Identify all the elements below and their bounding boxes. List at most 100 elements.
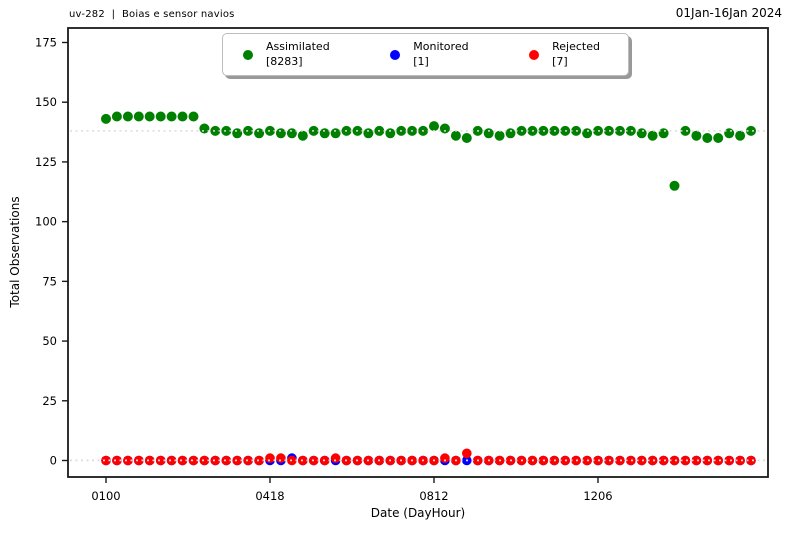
data-point — [144, 111, 155, 122]
y-tick-label: 125 — [35, 155, 57, 169]
data-point — [155, 111, 166, 122]
data-point — [177, 455, 188, 466]
x-tick-label: 0418 — [255, 489, 284, 503]
data-point — [385, 128, 396, 139]
y-tick-label: 100 — [35, 215, 57, 229]
data-point — [440, 453, 450, 463]
data-point — [188, 111, 199, 122]
rejected-marker-icon — [529, 49, 540, 60]
data-point — [330, 128, 341, 139]
data-point — [122, 111, 133, 122]
data-point — [166, 111, 177, 122]
data-point — [319, 128, 330, 139]
data-point — [582, 128, 593, 139]
data-point — [450, 130, 461, 141]
data-point — [746, 455, 756, 466]
data-point — [614, 125, 625, 136]
data-point — [713, 133, 724, 143]
data-point — [483, 128, 494, 139]
data-point — [199, 123, 210, 134]
legend-label-assimilated: Assimilated — [266, 40, 330, 54]
legend-label-monitored: Monitored — [413, 40, 469, 54]
data-point — [647, 455, 658, 466]
data-point — [221, 125, 232, 136]
data-point — [669, 455, 680, 466]
data-point — [625, 125, 636, 136]
legend-item-rejected: Rejected [7] — [529, 40, 600, 69]
monitored-points — [101, 453, 756, 466]
legend-item-monitored: Monitored [1] — [390, 40, 469, 69]
rejected-points — [101, 448, 756, 466]
data-point — [286, 128, 297, 139]
data-point — [232, 455, 242, 466]
data-point — [724, 455, 734, 466]
legend-count-monitored: [1] — [413, 54, 429, 68]
data-point — [275, 128, 286, 139]
y-tick-label: 50 — [42, 334, 57, 348]
data-point — [713, 455, 723, 466]
data-point — [462, 448, 472, 459]
data-point — [680, 125, 691, 136]
data-point — [276, 453, 286, 463]
data-point — [647, 130, 658, 141]
data-point — [166, 455, 177, 466]
data-point — [724, 128, 735, 139]
x-tick-label: 0812 — [419, 489, 448, 503]
data-point — [604, 455, 614, 466]
x-tick-label: 0100 — [91, 489, 120, 503]
legend: Assimilated [8283] Monitored [1] Rejected[… — [222, 33, 629, 76]
data-point — [735, 455, 745, 466]
assimilated-marker-icon — [243, 49, 253, 60]
data-point — [658, 128, 669, 139]
legend-count-rejected: [7] — [552, 54, 568, 68]
data-point — [111, 111, 122, 122]
y-tick-label: 75 — [42, 274, 57, 288]
data-point — [702, 455, 713, 466]
y-tick-label: 175 — [35, 35, 57, 49]
data-point — [112, 455, 122, 466]
data-point — [429, 121, 439, 132]
data-point — [177, 111, 188, 122]
data-point — [254, 455, 264, 466]
data-point — [691, 130, 702, 141]
data-point — [210, 455, 221, 466]
data-point — [243, 455, 253, 466]
y-tick-label: 25 — [42, 394, 57, 408]
data-point — [680, 455, 691, 466]
date-range-title: 01Jan-16Jan 2024 — [675, 6, 782, 20]
data-point — [101, 455, 111, 466]
data-point — [702, 133, 713, 143]
data-point — [363, 128, 374, 139]
data-point — [232, 128, 243, 139]
monitored-marker-icon — [390, 49, 401, 60]
data-point — [265, 453, 275, 463]
y-tick-label: 150 — [35, 95, 57, 109]
data-point — [210, 125, 221, 136]
assimilated-points — [101, 111, 756, 191]
data-point — [626, 455, 636, 466]
data-point — [615, 455, 625, 466]
data-point — [101, 113, 111, 124]
data-point — [188, 455, 199, 466]
axes-spines — [67, 27, 769, 478]
data-point — [123, 455, 133, 466]
data-point — [669, 180, 680, 191]
data-point — [636, 128, 647, 139]
data-point — [461, 133, 472, 143]
y-tick-label: 0 — [50, 454, 57, 468]
data-point — [254, 128, 265, 139]
legend-item-assimilated: Assimilated [8283] — [243, 40, 330, 69]
x-axis: 0100 0418 0812 1206 — [91, 477, 613, 503]
data-point — [636, 455, 647, 466]
data-point — [691, 455, 702, 466]
y-axis: 0 25 50 75 100 125 150 175 — [35, 35, 68, 468]
data-point — [658, 455, 669, 466]
data-point — [199, 455, 210, 466]
data-point — [144, 455, 155, 466]
data-point — [134, 455, 144, 466]
data-point — [297, 130, 308, 141]
data-point — [330, 453, 341, 463]
data-point — [439, 123, 450, 134]
